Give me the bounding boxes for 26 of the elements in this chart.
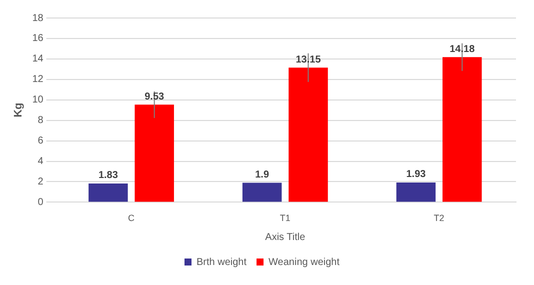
y-tick-label: 16 — [32, 33, 44, 44]
y-tick-label: 12 — [32, 74, 44, 86]
y-tick-label: 10 — [32, 94, 44, 106]
y-tick-label: 2 — [38, 176, 44, 188]
y-tick-label: 18 — [32, 12, 44, 24]
x-axis-title: Axis Title — [265, 232, 306, 243]
data-label: 1.9 — [255, 170, 270, 181]
data-label: 1.83 — [98, 170, 118, 182]
data-label: 1.93 — [406, 169, 426, 180]
bar — [242, 182, 282, 202]
bar — [442, 57, 482, 202]
y-axis-title: Kg — [12, 102, 25, 118]
x-tick-label: T1 — [280, 213, 290, 224]
y-tick-label: 14 — [32, 54, 44, 65]
bar — [288, 68, 328, 202]
y-tick-label: 6 — [38, 136, 44, 147]
legend-label: Weaning weight — [268, 256, 340, 268]
y-tick-label: 0 — [38, 196, 44, 208]
y-tick-label: 4 — [38, 156, 44, 168]
bar — [134, 104, 174, 202]
x-tick-label: C — [128, 213, 136, 224]
legend-label: Brth weight — [196, 256, 247, 268]
bar — [396, 182, 436, 202]
y-tick-label: 8 — [38, 115, 44, 126]
x-tick-label: T2 — [434, 213, 444, 224]
bar — [88, 183, 128, 202]
